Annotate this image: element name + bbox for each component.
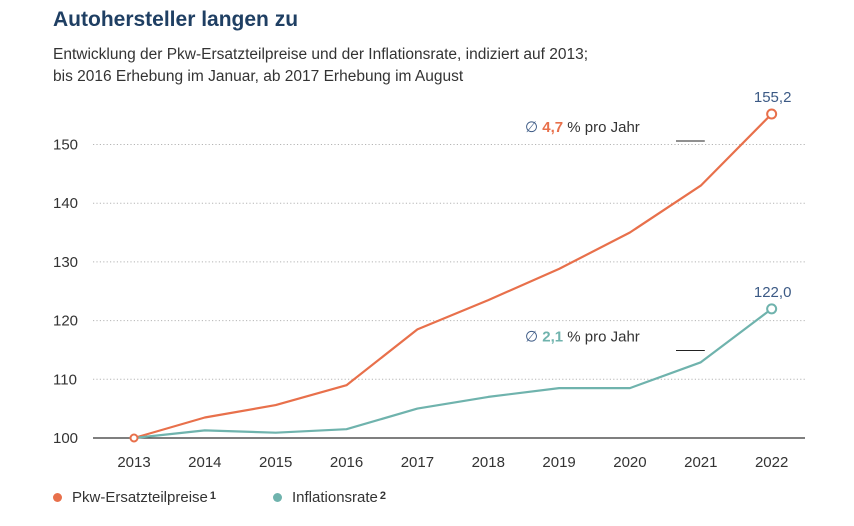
y-tick-label-120: 120 <box>53 313 78 330</box>
series-line-inflation <box>133 308 773 440</box>
subtitle-line-2: bis 2016 Erhebung im Januar, ab 2017 Erh… <box>53 68 464 85</box>
annotation-symbol: ∅ <box>525 119 542 136</box>
annotation-value: 4,7 <box>542 119 563 136</box>
end-point-marker-parts <box>766 108 778 120</box>
legend-footnote-parts: 1 <box>209 489 216 502</box>
legend-label-inflation: Inflationsrate <box>292 489 378 506</box>
x-tick-label-2017: 2017 <box>401 454 434 471</box>
legend-label-parts: Pkw-Ersatzteilpreise <box>72 489 208 506</box>
start-point-marker <box>129 433 139 443</box>
chart-subtitle: Entwicklung der Pkw-Ersatzteilpreise und… <box>53 44 833 88</box>
subtitle-line-1: Entwicklung der Pkw-Ersatzteilpreise und… <box>53 46 589 63</box>
y-tick-label-100: 100 <box>53 430 78 447</box>
legend-item-parts: Pkw-Ersatzteilpreise 1 <box>53 489 216 506</box>
y-tick-label-140: 140 <box>53 195 78 212</box>
x-tick-label-2022: 2022 <box>755 454 788 471</box>
x-tick-label-2014: 2014 <box>188 454 221 471</box>
annotation-1: ∅ 4,7 % pro Jahr <box>525 119 640 136</box>
end-value-label-inflation: 122,0 <box>754 284 792 301</box>
end-point-marker-inflation <box>766 303 778 315</box>
x-tick-label-2013: 2013 <box>117 454 150 471</box>
x-tick-label-2019: 2019 <box>542 454 575 471</box>
x-tick-label-2016: 2016 <box>330 454 363 471</box>
series-line-parts <box>133 113 773 440</box>
x-tick-label-2021: 2021 <box>684 454 717 471</box>
legend-dot-parts <box>53 493 62 502</box>
annotation-symbol: ∅ <box>525 329 542 346</box>
annotation-2: ∅ 2,1 % pro Jahr <box>525 329 640 346</box>
end-value-label-parts: 155,2 <box>754 89 792 106</box>
y-tick-label-130: 130 <box>53 254 78 271</box>
x-tick-label-2018: 2018 <box>472 454 505 471</box>
x-tick-label-2020: 2020 <box>613 454 646 471</box>
y-tick-label-110: 110 <box>53 371 77 388</box>
annotation-text: % pro Jahr <box>563 329 640 346</box>
legend-item-inflation: Inflationsrate 2 <box>273 489 386 506</box>
x-tick-label-2015: 2015 <box>259 454 292 471</box>
legend-footnote-inflation: 2 <box>379 489 387 502</box>
annotation-value: 2,1 <box>542 329 563 346</box>
annotation-text: % pro Jahr <box>563 119 640 136</box>
y-tick-label-150: 150 <box>53 137 78 154</box>
chart-title: Autohersteller langen zu <box>53 8 299 31</box>
legend-dot-inflation <box>273 493 282 502</box>
